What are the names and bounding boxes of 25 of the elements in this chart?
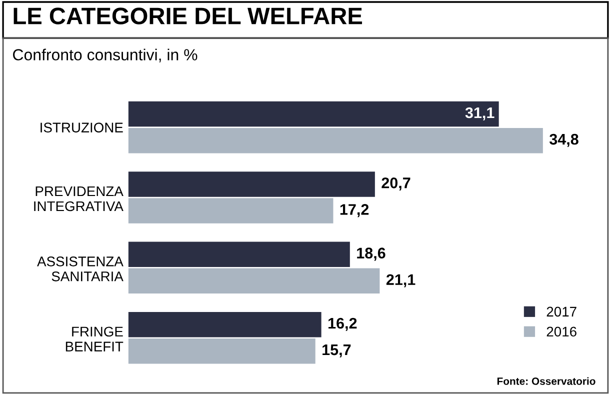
- data-label: 34,8: [549, 134, 578, 147]
- data-label: 31,1: [465, 107, 494, 120]
- data-label: 20,7: [382, 178, 410, 191]
- bar: [128, 101, 499, 127]
- data-label: 17,2: [340, 204, 369, 218]
- bar: [128, 198, 334, 224]
- bar: [128, 338, 316, 364]
- bar: [128, 128, 543, 154]
- data-label: 18,6: [357, 248, 386, 261]
- data-label: 16,2: [328, 318, 357, 331]
- bar: [128, 268, 380, 294]
- bar: [128, 312, 322, 338]
- y-tick-label: ISTRUZIONE: [40, 122, 123, 132]
- bar: [128, 172, 375, 197]
- y-tick-label: ASSISTENZA SANITARIA: [37, 256, 124, 282]
- bar: [128, 242, 350, 268]
- y-tick-label: FRINGE BENEFIT: [66, 326, 124, 352]
- source-note: Fonte: Osservatorio: [497, 377, 596, 385]
- data-label: 21,1: [386, 274, 416, 288]
- y-tick-label: PREVIDENZA INTEGRATIVA: [34, 186, 124, 212]
- chart-subtitle: Confronto consuntivi, in %: [13, 48, 198, 62]
- data-label: 15,7: [322, 344, 351, 358]
- legend-label: 2017: [546, 306, 576, 317]
- chart-title: LE CATEGORIE DEL WELFARE: [14, 8, 362, 24]
- legend-label: 2016: [546, 326, 576, 337]
